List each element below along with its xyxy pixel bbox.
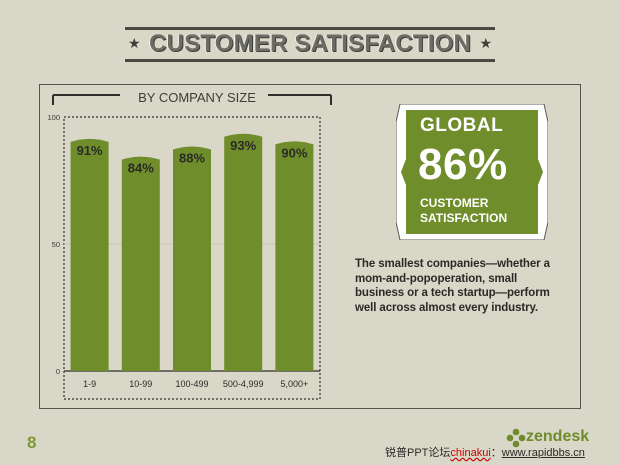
star-left-icon: ★ [128,35,141,51]
zendesk-logo: zendesk [505,427,615,449]
zendesk-flower-icon [506,428,526,448]
content-panel [39,84,581,409]
y-tick-label: 0 [56,367,60,376]
subtitle-bracket [52,94,332,105]
chart-subtitle: BY COMPANY SIZE [138,90,256,105]
credit-url-link[interactable]: www.rapidbbs.cn [501,447,585,459]
bar-data-label: 88% [179,150,205,165]
global-satisfaction-badge [396,104,548,240]
page-number: 8 [27,433,37,452]
bar [224,133,263,371]
bar [275,141,314,371]
bar-data-label: 90% [281,145,307,160]
plot-area-frame [63,116,321,400]
logo-text: zendesk [526,428,590,445]
credit-line: 锐普PPT论坛chinakui：www.rapidbbs.cn [385,444,585,460]
x-tick-label: 1-9 [83,379,96,389]
bar [70,138,109,371]
title-rule-top [125,27,495,30]
bars-layer [70,133,314,371]
labels-layer: 91% 1-9 84% 10-99 88% 100-499 93% 500-4,999 90% 5… [77,138,309,389]
credit-separator: ： [490,447,502,459]
title-row: ★ CUSTOMER SATISFACTION ★ [125,30,495,58]
y-tick-label: 100 [47,113,60,122]
badge-caption-line1: CUSTOMER [420,196,489,210]
badge-value: 86% [418,140,508,189]
badge-caption-line2: SATISFACTION [420,211,508,225]
badge-global-label: GLOBAL [420,115,504,136]
credit-user: chinakui [450,447,491,459]
bar [121,156,160,371]
title-rule-bottom [125,59,495,62]
bar [173,146,211,371]
bar-data-label: 91% [77,143,103,158]
x-tick-label: 500-4,999 [223,379,264,389]
badge-inner [401,110,543,234]
bar-data-label: 84% [128,161,154,176]
x-tick-label: 10-99 [129,379,152,389]
x-tick-label: 5,000+ [281,379,309,389]
description-text: The smallest companies—whether a mom-and… [355,258,550,314]
y-tick-label: 50 [52,240,60,249]
bar-data-label: 93% [230,138,256,153]
star-right-icon: ★ [479,35,492,51]
slide-title: CUSTOMER SATISFACTION [149,30,471,57]
x-tick-label: 100-499 [175,379,208,389]
credit-prefix: 锐普PPT论坛 [385,447,451,459]
